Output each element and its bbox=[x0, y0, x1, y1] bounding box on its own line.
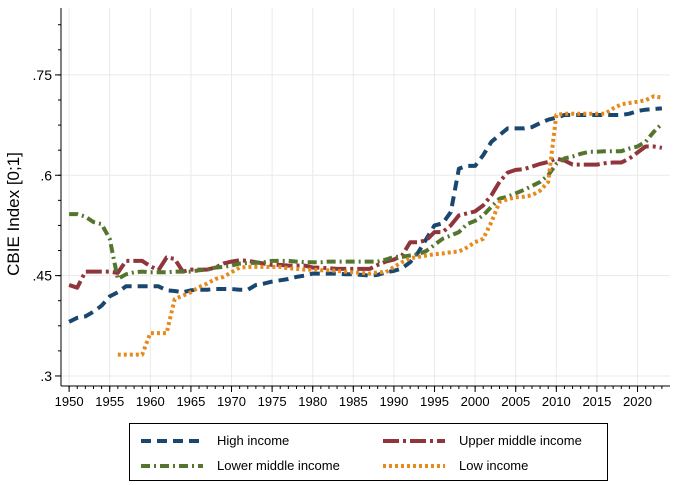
series-lines bbox=[68, 94, 664, 357]
x-tick-label: 1955 bbox=[95, 394, 124, 409]
legend-label: Upper middle income bbox=[459, 433, 582, 448]
axes: 1950 1955 1960 1965 1970 1975 1980 1985 1990 1995… bbox=[33, 8, 670, 409]
legend-swatch-upper-middle-income bbox=[383, 438, 445, 443]
legend-swatch-lower-middle-income bbox=[141, 463, 203, 468]
legend-label: Lower middle income bbox=[217, 458, 340, 473]
x-tick-label: 1995 bbox=[420, 394, 449, 409]
y-tick-label: .6 bbox=[40, 167, 52, 183]
legend-item-upper-middle-income: Upper middle income bbox=[383, 433, 582, 448]
y-tick-label: .75 bbox=[33, 67, 53, 83]
x-tick-label: 1960 bbox=[136, 394, 165, 409]
legend-swatch-low-income bbox=[383, 463, 445, 468]
legend-label: Low income bbox=[459, 458, 529, 473]
legend-item-lower-middle-income: Lower middle income bbox=[141, 458, 340, 473]
x-tick-label: 2015 bbox=[582, 394, 611, 409]
y-tick-label: .45 bbox=[33, 268, 53, 284]
x-tick-label: 1990 bbox=[379, 394, 408, 409]
series-line-high-income bbox=[68, 106, 663, 324]
x-tick-label: 1970 bbox=[217, 394, 246, 409]
legend: High income Upper middle income Lower mi… bbox=[129, 423, 608, 481]
x-tick-label: 2005 bbox=[501, 394, 530, 409]
y-axis-label: CBIE Index [0;1] bbox=[4, 152, 23, 276]
x-tick-label: 2010 bbox=[542, 394, 571, 409]
legend-swatch-high-income bbox=[141, 438, 203, 443]
x-tick-label: 1965 bbox=[176, 394, 205, 409]
x-tick-label: 1980 bbox=[298, 394, 327, 409]
x-tick-label: 1985 bbox=[339, 394, 368, 409]
legend-label: High income bbox=[217, 433, 290, 448]
x-tick-label: 2020 bbox=[623, 394, 652, 409]
legend-item-low-income: Low income bbox=[383, 458, 528, 473]
series-line-lower-middle-income bbox=[69, 122, 664, 281]
y-tick-label: .3 bbox=[40, 368, 52, 384]
series-line-low-income bbox=[117, 94, 663, 357]
legend-item-high-income: High income bbox=[141, 433, 289, 448]
x-tick-label: 1950 bbox=[55, 394, 84, 409]
gridlines bbox=[61, 8, 670, 386]
x-tick-label: 1975 bbox=[258, 394, 287, 409]
x-tick-label: 2000 bbox=[461, 394, 490, 409]
series-line-upper-middle-income bbox=[68, 144, 663, 290]
line-chart: 1950 1955 1960 1965 1970 1975 1980 1985 1990 1995… bbox=[4, 8, 670, 409]
